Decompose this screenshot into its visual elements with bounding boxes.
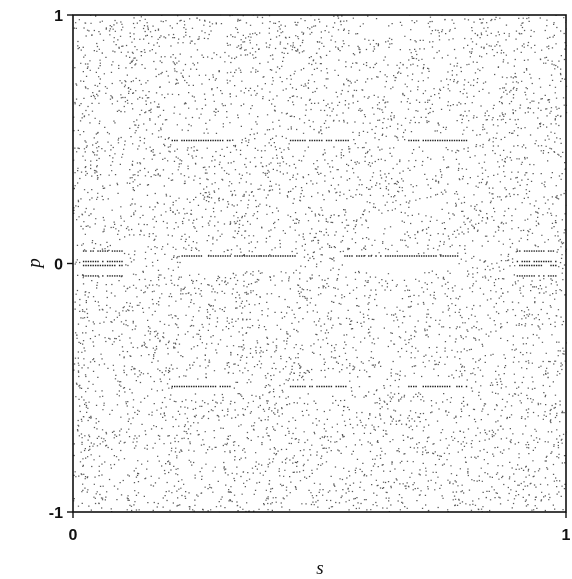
y-axis-label: p xyxy=(24,258,45,270)
island-island-chain xyxy=(516,250,557,277)
island-boundary-0 xyxy=(82,250,123,277)
x-tick-label: 1 xyxy=(562,527,571,544)
y-tick-label: -1 xyxy=(49,505,63,522)
axis-ticks: 0 1 1 0 -1 xyxy=(49,8,571,544)
x-tick-label: 0 xyxy=(69,527,78,544)
regular-islands xyxy=(82,139,557,388)
x-axis-label: s xyxy=(316,558,323,579)
scatter-points xyxy=(73,14,568,513)
island-island-chain xyxy=(82,250,123,277)
island-boundary-1 xyxy=(516,250,557,277)
chaotic-sea-points xyxy=(73,14,568,513)
y-tick-label: 0 xyxy=(54,257,63,274)
y-tick-label: 1 xyxy=(54,8,63,25)
